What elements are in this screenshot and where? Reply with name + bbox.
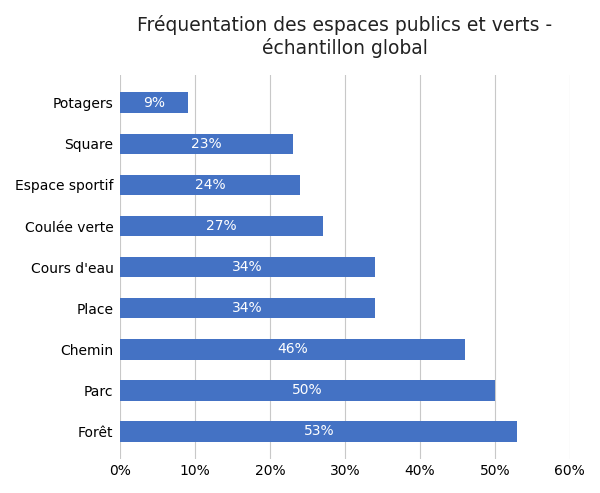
Text: 27%: 27%: [206, 219, 237, 233]
Bar: [121, 216, 323, 236]
Bar: [121, 380, 495, 401]
Text: 46%: 46%: [277, 342, 308, 356]
Text: 24%: 24%: [195, 178, 226, 192]
Bar: [121, 421, 517, 442]
Bar: [121, 339, 465, 359]
Bar: [121, 175, 300, 195]
Text: 53%: 53%: [304, 424, 334, 438]
Bar: [121, 257, 375, 278]
Bar: [121, 93, 188, 113]
Bar: [121, 134, 293, 154]
Text: 34%: 34%: [232, 260, 263, 274]
Text: 50%: 50%: [292, 384, 323, 397]
Text: 23%: 23%: [191, 137, 222, 151]
Text: 9%: 9%: [143, 96, 165, 110]
Bar: [121, 298, 375, 318]
Title: Fréquentation des espaces publics et verts -
échantillon global: Fréquentation des espaces publics et ver…: [137, 15, 553, 58]
Text: 34%: 34%: [232, 301, 263, 315]
